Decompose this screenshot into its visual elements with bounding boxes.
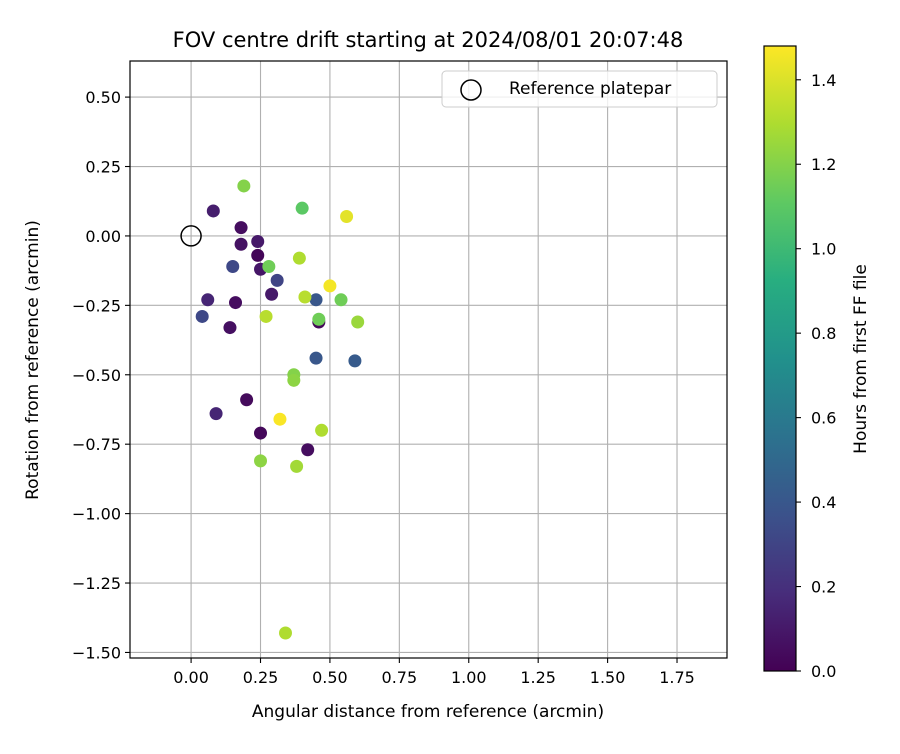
data-point — [292, 251, 306, 265]
x-tick-label: 1.50 — [590, 668, 626, 687]
data-point — [301, 443, 315, 457]
x-tick-label: 1.25 — [520, 668, 556, 687]
legend-open-circle-icon — [460, 79, 482, 101]
data-point — [309, 293, 323, 307]
data-point — [351, 315, 365, 329]
data-point — [265, 287, 279, 301]
y-axis-label: Rotation from reference (arcmin) — [23, 220, 43, 500]
x-tick-label: 0.75 — [382, 668, 418, 687]
x-axis-ticks: 0.00 0.25 0.50 0.75 1.00 1.25 1.50 1.75 — [173, 658, 695, 687]
y-tick-label: 0.25 — [85, 158, 121, 177]
data-point — [315, 423, 329, 437]
x-axis-label: Angular distance from reference (arcmin) — [252, 702, 604, 722]
data-point — [287, 373, 301, 387]
data-point — [209, 407, 223, 421]
data-point — [254, 426, 268, 440]
y-tick-label: 0.50 — [85, 88, 121, 107]
data-point — [290, 459, 304, 473]
legend-label-reference-platepar: Reference platepar — [509, 79, 671, 99]
colorbar-tick-label: 1.0 — [811, 240, 836, 259]
x-tick-label: 1.00 — [451, 668, 487, 687]
x-tick-label: 0.50 — [312, 668, 348, 687]
colorbar-tick-label: 0.2 — [811, 578, 836, 597]
data-point — [309, 351, 323, 365]
data-points — [195, 179, 365, 640]
y-axis-ticks: 0.50 0.25 0.00 −0.25 −0.50 −0.75 −1.00 −1.25 −1.… — [72, 88, 130, 662]
y-tick-label: −1.25 — [72, 574, 121, 593]
data-point — [206, 204, 220, 218]
data-point — [340, 209, 354, 223]
colorbar-tick-label: 1.4 — [811, 71, 836, 90]
grid-lines — [130, 61, 727, 658]
x-tick-label: 1.75 — [659, 668, 695, 687]
y-tick-label: −1.00 — [72, 505, 121, 524]
colorbar-tick-label: 0.8 — [811, 324, 836, 343]
chart-title: FOV centre drift starting at 2024/08/01 … — [173, 28, 684, 52]
legend: Reference platepar — [441, 70, 718, 108]
data-point — [237, 179, 251, 193]
legend-box — [441, 70, 718, 108]
data-point — [223, 321, 237, 335]
x-tick-label: 0.25 — [243, 668, 279, 687]
data-point — [240, 393, 254, 407]
y-tick-label: −1.50 — [72, 643, 121, 662]
colorbar-tick-label: 0.4 — [811, 493, 836, 512]
data-point — [298, 290, 312, 304]
data-point — [323, 279, 337, 293]
data-point — [312, 312, 326, 326]
colorbar-tick-label: 0.6 — [811, 409, 836, 428]
data-point — [270, 273, 284, 287]
data-point — [251, 248, 265, 262]
data-point — [251, 234, 265, 248]
y-tick-label: 0.00 — [85, 227, 121, 246]
colorbar-ticks: 0.0 0.2 0.4 0.6 0.8 1.0 1.2 1.4 — [796, 71, 836, 681]
x-tick-label: 0.00 — [173, 668, 209, 687]
y-tick-label: −0.50 — [72, 366, 121, 385]
data-point — [234, 237, 248, 251]
data-point — [254, 454, 268, 468]
data-point — [295, 201, 309, 215]
data-point — [226, 259, 240, 273]
y-tick-label: −0.25 — [72, 296, 121, 315]
data-point — [348, 354, 362, 368]
data-point — [201, 293, 215, 307]
data-point — [334, 293, 348, 307]
y-tick-label: −0.75 — [72, 435, 121, 454]
data-point — [195, 309, 209, 323]
plot-frame — [129, 60, 728, 659]
data-point — [259, 309, 273, 323]
colorbar-tick-label: 0.0 — [811, 662, 836, 681]
data-point — [273, 412, 287, 426]
reference-platepar-marker — [180, 225, 202, 247]
data-point — [278, 626, 292, 640]
colorbar-gradient — [763, 45, 797, 672]
data-point — [234, 221, 248, 235]
colorbar-tick-label: 1.2 — [811, 155, 836, 174]
colorbar-label: Hours from first FF file — [851, 264, 871, 454]
colorbar: 0.0 0.2 0.4 0.6 0.8 1.0 1.2 1.4 Hours from firs… — [763, 45, 871, 681]
data-point — [262, 259, 276, 273]
data-point — [229, 296, 243, 310]
